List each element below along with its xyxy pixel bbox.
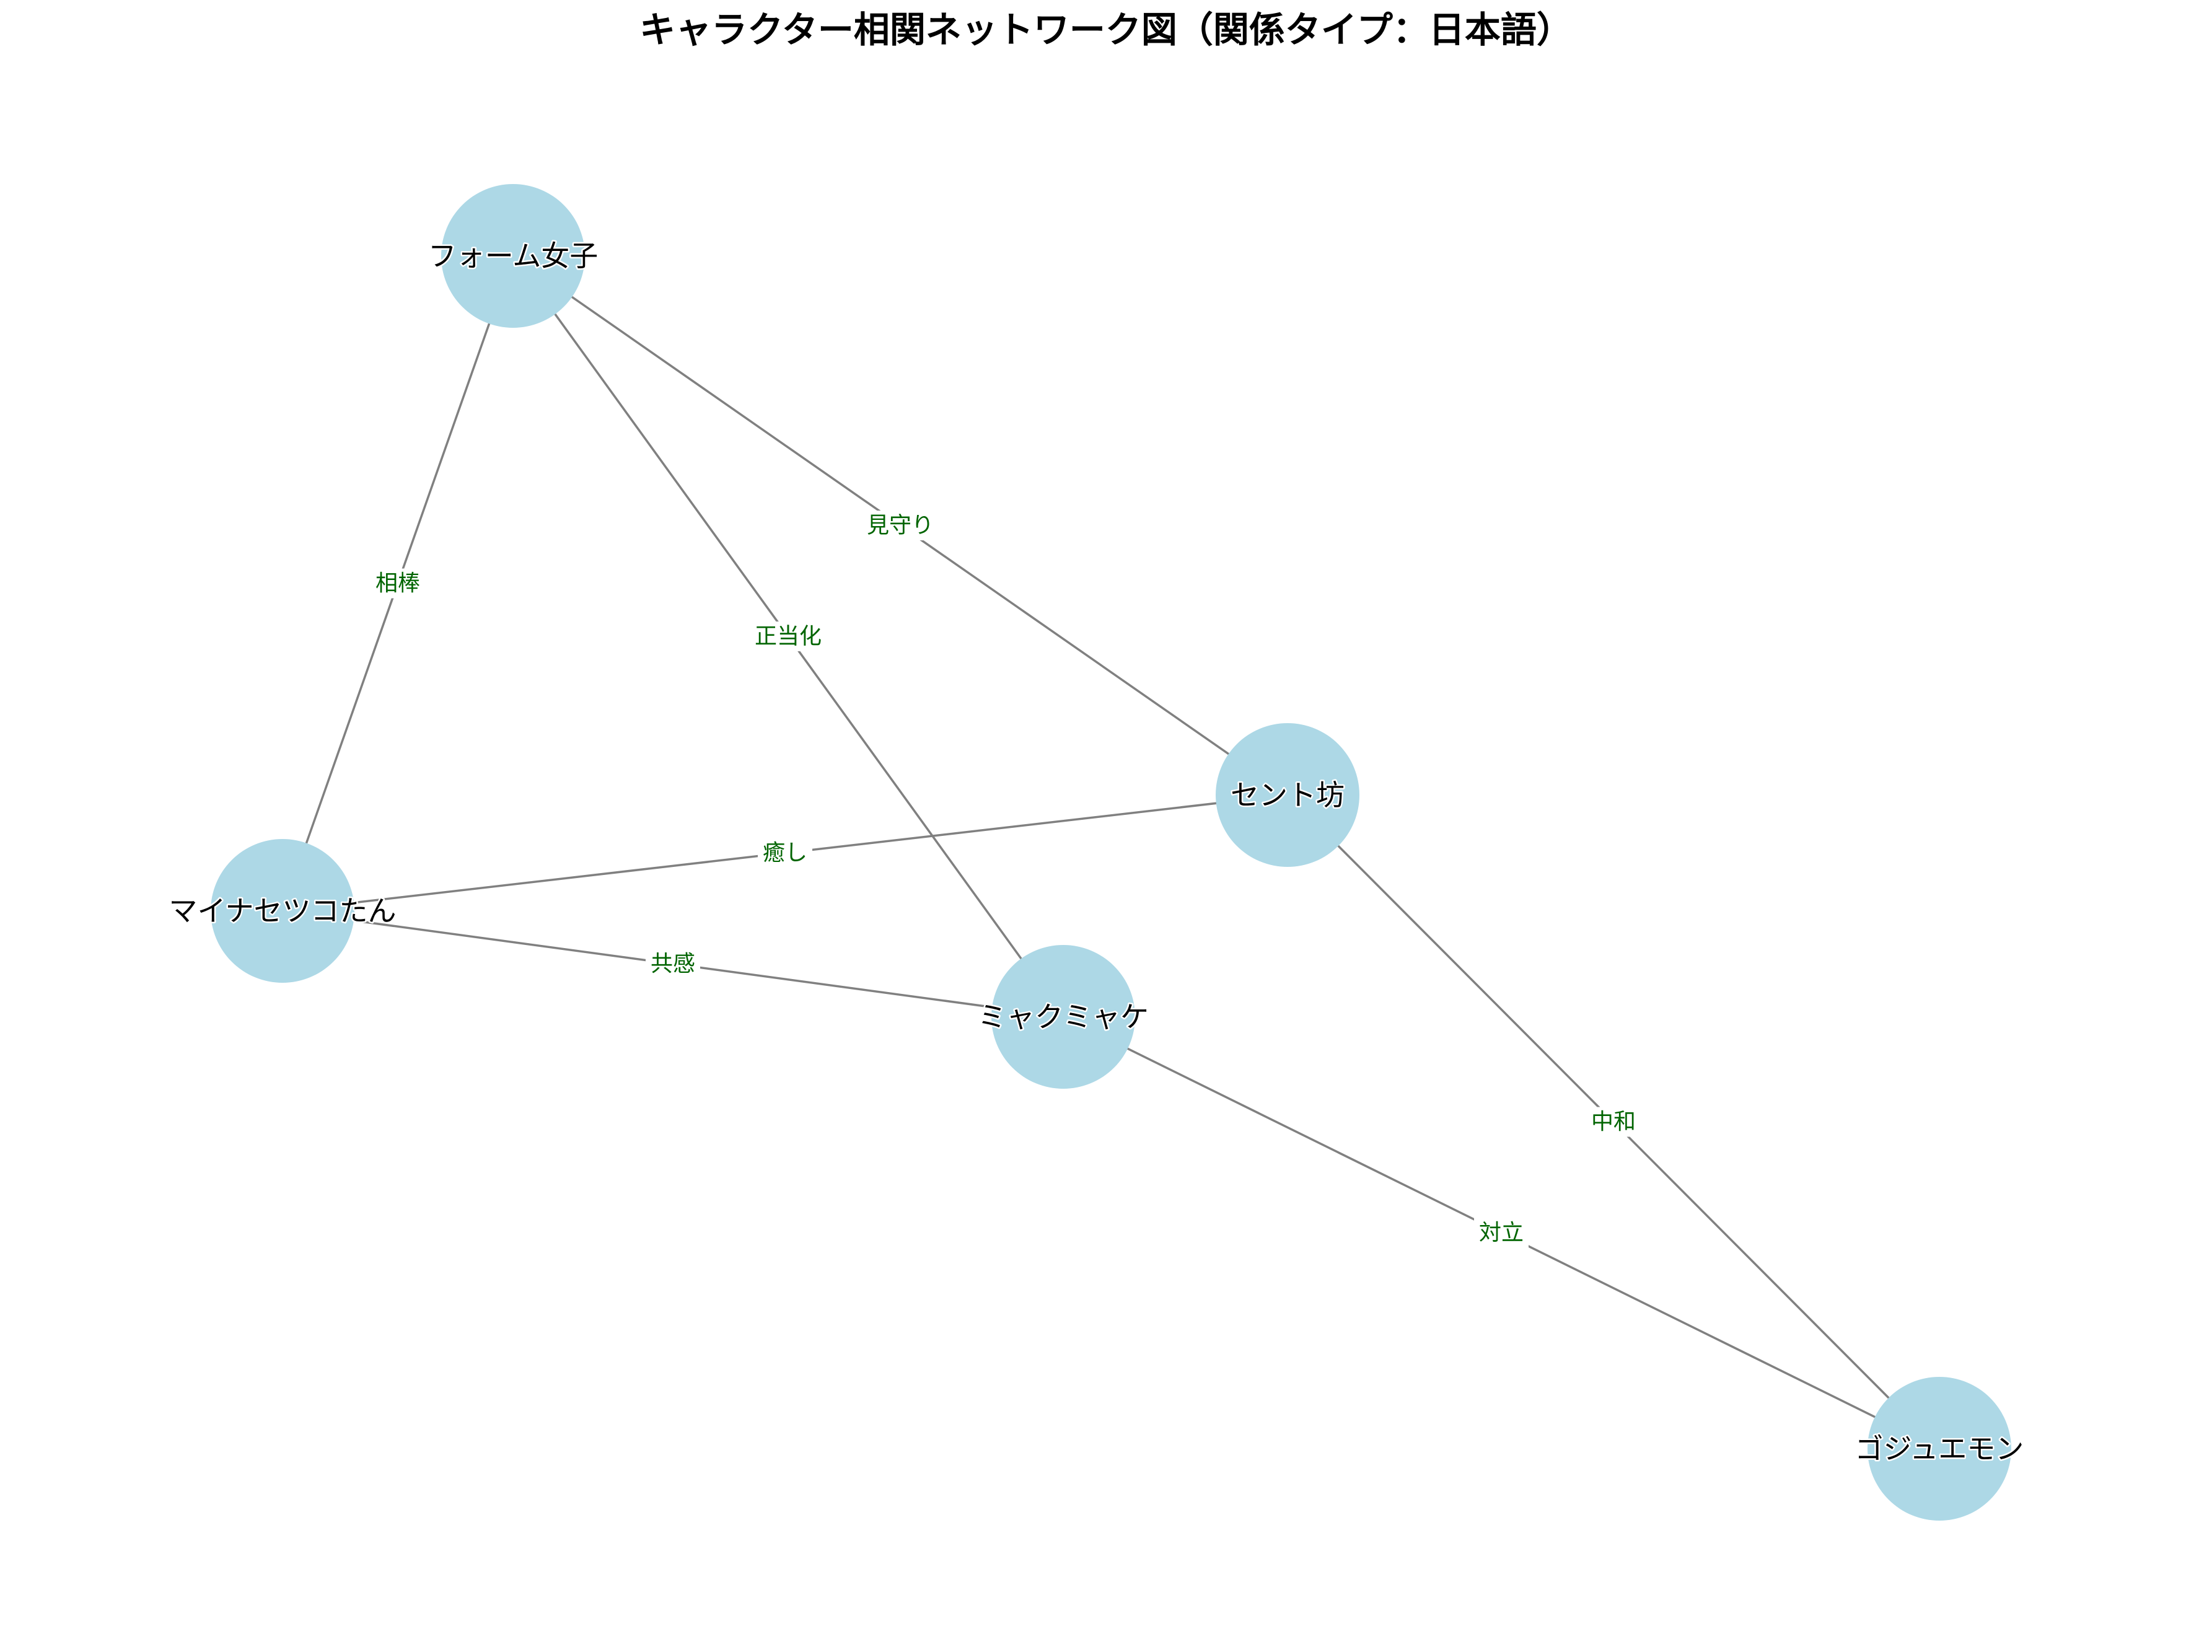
chart-title: キャラクター相関ネットワーク図（関係タイプ：日本語） bbox=[639, 9, 1573, 51]
edges-layer bbox=[281, 255, 1941, 1450]
node-cent bbox=[1216, 723, 1359, 867]
edge-label: 対立 bbox=[1479, 1220, 1524, 1246]
node-label-gojiu: ゴジュエモン bbox=[1855, 1432, 2024, 1465]
edge-label: 癒し bbox=[763, 840, 807, 866]
edge-label-background bbox=[371, 568, 425, 599]
node-form bbox=[441, 184, 585, 328]
edge-label-background bbox=[749, 622, 827, 651]
node-minus bbox=[211, 839, 354, 983]
edge-label-group: 対立 bbox=[1474, 1218, 1529, 1248]
node-label-minus: マイナセツコたん bbox=[169, 894, 396, 928]
node-gojiu bbox=[1867, 1377, 2011, 1521]
edge-label-group: 相棒 bbox=[371, 568, 425, 599]
nodes-layer bbox=[211, 184, 2011, 1521]
edge-label-background bbox=[1474, 1218, 1529, 1248]
edge-label: 見守り bbox=[867, 513, 934, 538]
edge-label: 中和 bbox=[1591, 1109, 1636, 1135]
edge-label-group: 見守り bbox=[861, 511, 939, 540]
node-label-cent: セント坊 bbox=[1231, 778, 1345, 812]
node-myaku bbox=[991, 945, 1135, 1089]
node-label-form: フォーム女子 bbox=[428, 239, 599, 273]
node-label-myaku: ミャクミャケ bbox=[978, 1000, 1149, 1034]
edge-label-background bbox=[861, 511, 939, 540]
edge-label-background bbox=[758, 838, 812, 868]
edge-label-group: 癒し bbox=[758, 838, 812, 868]
edge-label-group: 共感 bbox=[646, 949, 700, 979]
edge-label-group: 正当化 bbox=[749, 622, 827, 651]
edge-label: 共感 bbox=[651, 951, 695, 977]
edge-label-background bbox=[1586, 1107, 1641, 1137]
edge-label-group: 中和 bbox=[1586, 1107, 1641, 1137]
edge-label-background bbox=[646, 949, 700, 979]
edge-label: 正当化 bbox=[755, 624, 822, 649]
edge-label: 相棒 bbox=[375, 571, 420, 596]
